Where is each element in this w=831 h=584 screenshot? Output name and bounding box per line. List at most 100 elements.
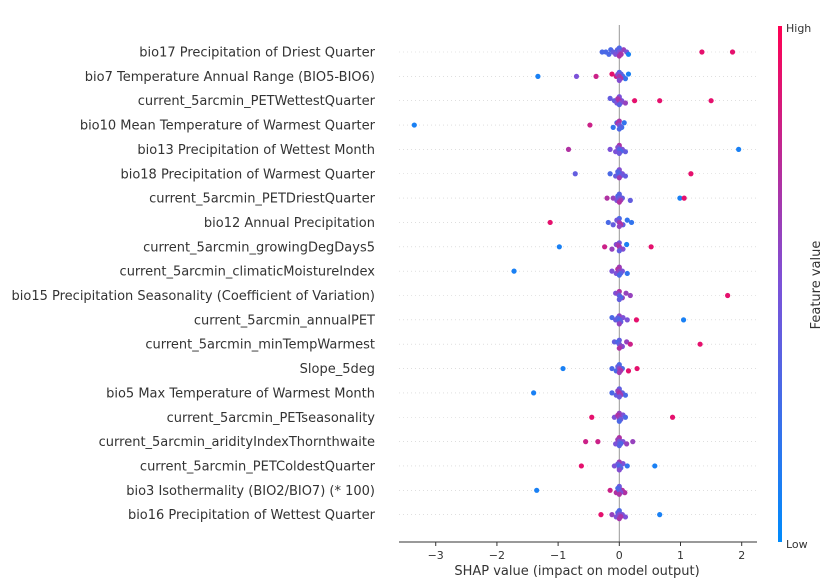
shap-point [616,491,622,497]
feature-label: current_5arcmin_PETColdestQuarter [140,459,376,474]
feature-label: bio18 Precipitation of Warmest Quarter [120,167,375,182]
shap-point [697,341,703,347]
shap-point [616,150,622,156]
shap-point [589,414,595,420]
shap-point [573,73,580,79]
colorbar-high-label: High [786,22,811,35]
shap-point [622,490,628,496]
feature-label: bio12 Annual Precipitation [204,216,375,231]
shap-point [604,195,610,201]
shap-point [699,49,705,55]
shap-point [625,51,632,57]
shap-point [616,199,622,205]
shap-point [609,268,615,274]
shap-point [657,512,663,518]
shap-point [627,197,633,203]
shap-point [677,195,683,201]
shap-point [556,244,562,250]
colorbar-low-label: Low [786,538,808,551]
feature-label: bio5 Max Temperature of Warmest Month [106,386,375,401]
shap-point [572,171,578,177]
shap-point [609,390,615,396]
feature-label: bio3 Isothermality (BIO2/BIO7) (* 100) [126,484,375,499]
shap-point [534,487,540,493]
shap-point [602,244,608,250]
shap-point [616,53,622,59]
colorbar [778,26,782,542]
feature-label: current_5arcmin_PETWettestQuarter [138,94,376,109]
feature-label: bio15 Precipitation Seasonality (Coeffic… [12,289,375,304]
shap-point [725,292,731,299]
shap-point [616,296,622,303]
colorbar-title: Feature value [809,241,824,330]
feature-label: current_5arcmin_climaticMoistureIndex [120,265,376,280]
shap-point [680,317,687,323]
shap-point [628,219,635,226]
shap-point [595,439,601,445]
shap-point [622,76,629,82]
shap-point [681,195,687,201]
shap-point [609,246,615,252]
shap-point [616,272,622,278]
shap-point [623,290,629,296]
shap-point [616,369,622,376]
shap-point [547,219,553,226]
shap-point [609,71,615,77]
shap-point [616,248,622,254]
shap-point [587,122,593,128]
shap-point [599,49,605,55]
shap-point [583,439,589,445]
feature-label: bio13 Precipitation of Wettest Month [137,143,375,158]
shap-point [630,439,636,445]
shap-point [598,512,604,518]
shap-point [625,71,632,77]
shap-point [624,317,630,323]
shap-point [607,146,613,152]
feature-label: current_5arcmin_PETseasonality [167,411,376,426]
shap-point [609,512,615,518]
shap-point [657,98,663,104]
shap-point [616,223,622,230]
feature-label: current_5arcmin_annualPET [194,313,375,328]
shap-point [607,171,613,177]
shap-point [633,317,640,323]
shap-point [593,73,599,79]
feature-label: Slope_5deg [300,362,375,377]
shap-point [616,126,622,132]
shap-point [632,98,638,104]
shap-point [616,467,622,473]
shap-point [622,414,629,420]
shap-point [616,175,622,181]
shap-point [622,392,629,398]
x-axis-label: SHAP value (impact on model output) [454,564,699,579]
shap-point [610,222,616,228]
x-tick-label: 0 [616,549,623,562]
x-tick-label: 2 [738,549,745,562]
shap-point [605,219,611,226]
shap-point [627,292,633,299]
shap-point [729,49,736,55]
shap-point [624,217,630,223]
shap-point [616,394,622,400]
shap-point [648,244,654,250]
shap-point [616,321,622,327]
shap-point [624,463,630,469]
x-tick-label: 1 [677,549,684,562]
feature-label: bio17 Precipitation of Driest Quarter [139,46,375,61]
shap-point [624,241,630,248]
shap-point [531,390,537,396]
shap-point [708,98,714,104]
shap-point [669,414,676,420]
shap-point [535,73,541,79]
shap-point [622,173,629,179]
x-tick-label: −1 [550,549,566,562]
shap-point [621,120,627,126]
shap-point [616,345,622,351]
shap-point [411,122,417,128]
shap-point [688,171,694,177]
feature-label: current_5arcmin_growingDegDays5 [143,240,375,255]
x-tick-label: −3 [428,549,444,562]
shap-point [511,268,517,274]
shap-point [610,124,616,130]
